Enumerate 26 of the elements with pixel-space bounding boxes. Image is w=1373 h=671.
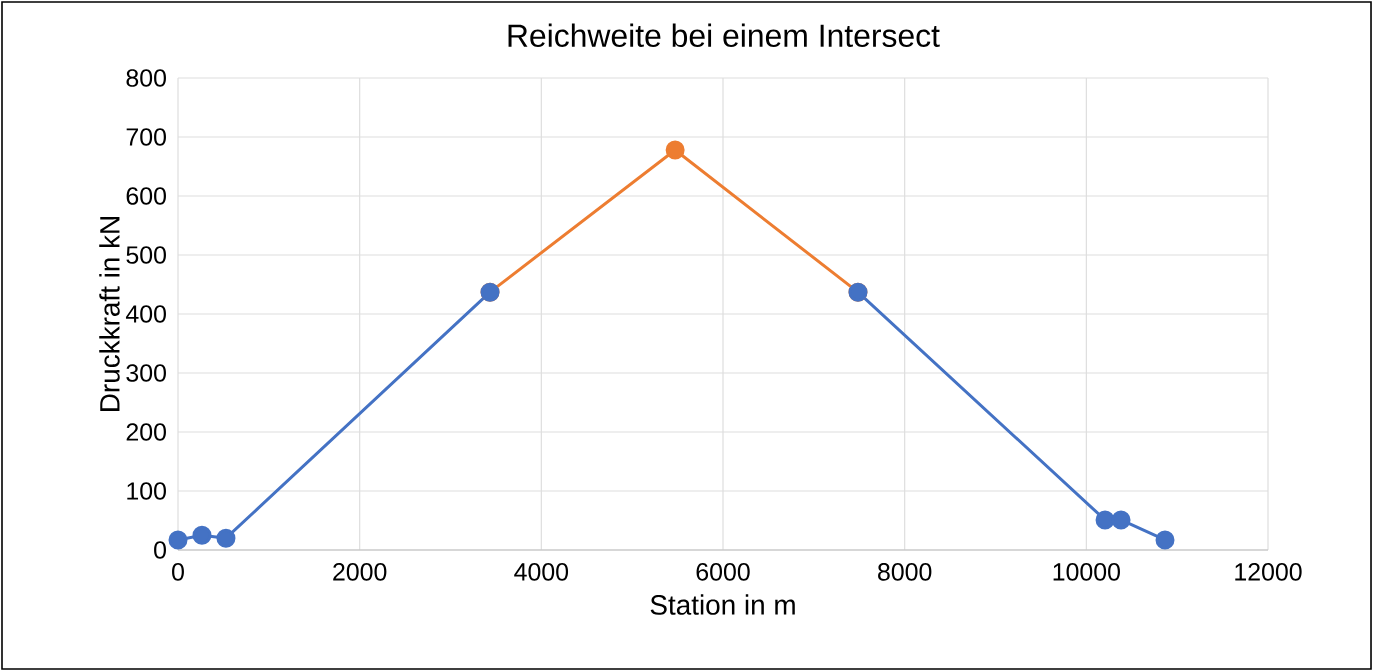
chart-title: Reichweite bei einem Intersect <box>508 23 940 48</box>
y-tick-label: 400 <box>125 305 166 323</box>
x-tick-label: 8000 <box>878 563 932 581</box>
x-tick-label: 2000 <box>333 563 387 581</box>
point <box>216 528 236 548</box>
y-tick-label: 0 <box>154 541 166 559</box>
y-tick-label: 800 <box>126 69 166 87</box>
x-tick-label: 4000 <box>514 563 569 581</box>
point <box>168 530 188 550</box>
y-tick-label: 600 <box>126 187 166 205</box>
y-tick-label: 700 <box>126 128 166 146</box>
point <box>665 140 685 160</box>
x-tick-label: 6000 <box>696 563 750 581</box>
y-tick-label: 500 <box>126 246 166 264</box>
x-tick-label: 0 <box>172 563 184 581</box>
y-tick-label: 200 <box>126 423 166 441</box>
point <box>1155 530 1175 550</box>
y-tick-label: 100 <box>127 482 166 500</box>
x-axis-title: Station in m <box>650 594 795 615</box>
x-tick-label: 12000 <box>1235 563 1302 581</box>
point <box>1111 510 1131 530</box>
y-tick-label: 300 <box>126 364 166 382</box>
point <box>192 525 212 545</box>
point <box>1095 510 1115 530</box>
y-axis-title: Druckkraft in kN <box>99 217 120 411</box>
x-tick-label: 10000 <box>1053 563 1120 581</box>
